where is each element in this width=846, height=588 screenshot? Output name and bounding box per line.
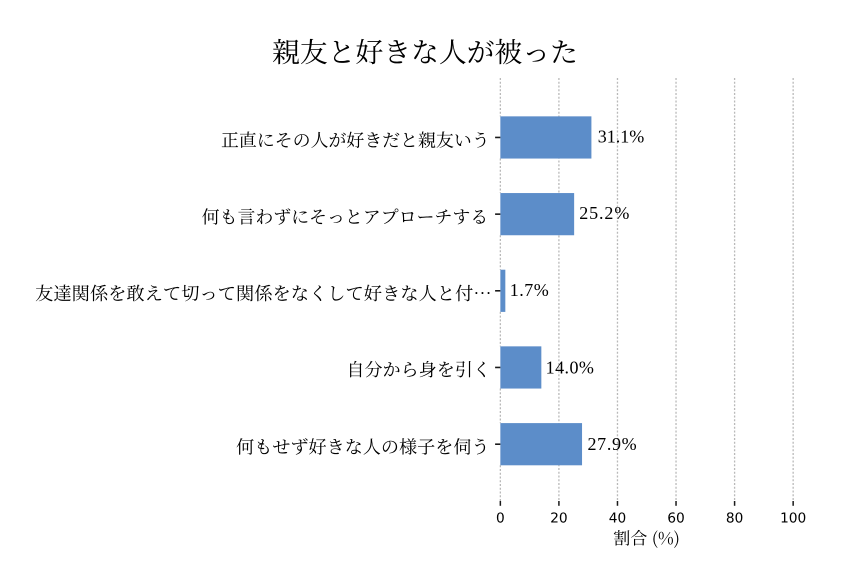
svg-text:31.1%: 31.1%: [598, 126, 645, 146]
svg-text:27.9%: 27.9%: [588, 434, 638, 454]
svg-text:25.2%: 25.2%: [579, 203, 630, 223]
svg-text:14.0%: 14.0%: [546, 357, 595, 377]
svg-text:1.7%: 1.7%: [510, 280, 549, 300]
